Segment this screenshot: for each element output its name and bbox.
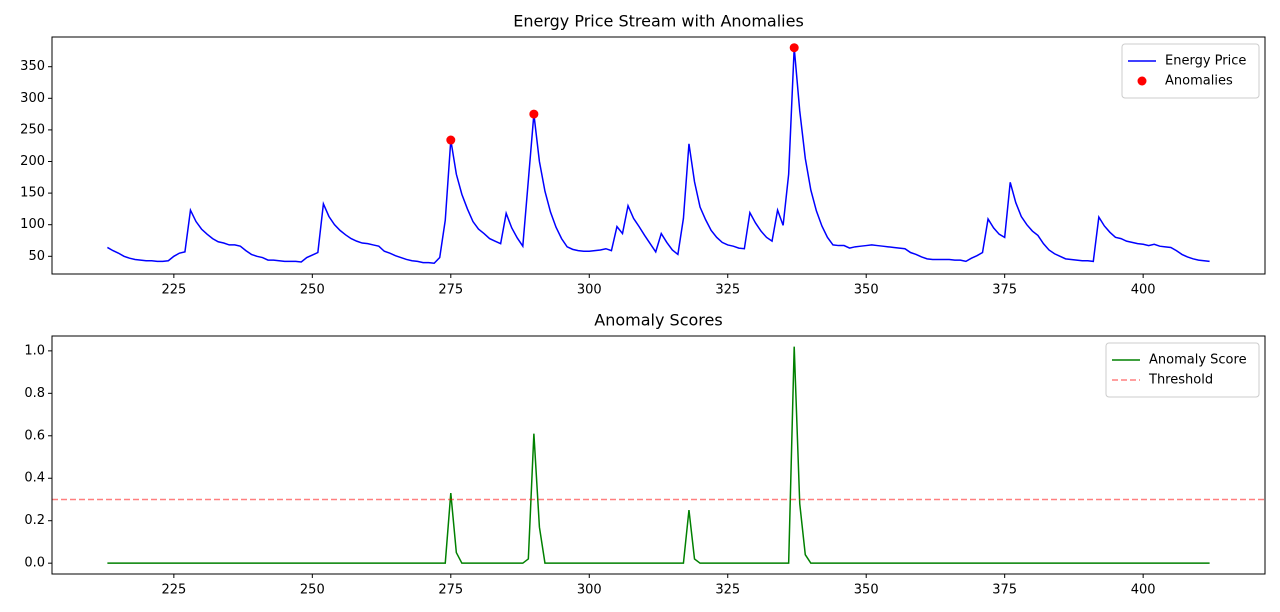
x-tick-label: 400	[1131, 283, 1156, 298]
legend-label: Anomalies	[1165, 74, 1233, 89]
x-tick-label: 325	[715, 283, 740, 298]
x-tick-label: 225	[161, 583, 186, 598]
data-line	[107, 47, 1210, 265]
x-tick-label: 400	[1131, 583, 1156, 598]
x-tick-label: 275	[438, 583, 463, 598]
x-tick-label: 250	[300, 583, 325, 598]
data-line	[107, 346, 1210, 564]
legend-box	[1105, 342, 1260, 398]
y-tick-label: 0.6	[24, 428, 45, 443]
legend-box	[1121, 43, 1260, 99]
axes-frame	[51, 36, 1266, 275]
y-tick-label: 50	[28, 249, 45, 264]
y-tick-label: 0.4	[24, 471, 45, 486]
chart-title: Energy Price Stream with Anomalies	[513, 12, 804, 31]
y-tick-label: 350	[20, 59, 45, 74]
y-tick-label: 250	[20, 122, 45, 137]
y-tick-label: 150	[20, 186, 45, 201]
y-tick-label: 0.2	[24, 513, 45, 528]
x-tick-label: 375	[992, 283, 1017, 298]
x-tick-label: 300	[577, 583, 602, 598]
x-tick-label: 350	[854, 283, 879, 298]
axes-frame	[51, 335, 1266, 575]
legend-label: Energy Price	[1165, 54, 1246, 69]
x-tick-label: 375	[992, 583, 1017, 598]
legend-label: Threshold	[1148, 373, 1213, 388]
y-tick-label: 0.0	[24, 556, 45, 571]
x-tick-label: 225	[161, 283, 186, 298]
y-tick-label: 200	[20, 154, 45, 169]
anomaly-point	[529, 109, 539, 119]
y-tick-label: 0.8	[24, 386, 45, 401]
x-tick-label: 325	[715, 583, 740, 598]
legend-marker	[1137, 76, 1147, 86]
y-tick-label: 300	[20, 91, 45, 106]
anomaly-point	[446, 135, 456, 145]
y-tick-label: 100	[20, 217, 45, 232]
chart-title: Anomaly Scores	[594, 311, 722, 330]
x-tick-label: 350	[854, 583, 879, 598]
x-tick-label: 275	[438, 283, 463, 298]
y-tick-label: 1.0	[24, 343, 45, 358]
x-tick-label: 250	[300, 283, 325, 298]
anomaly-point	[789, 43, 799, 53]
x-tick-label: 300	[577, 283, 602, 298]
legend-label: Anomaly Score	[1149, 353, 1247, 368]
